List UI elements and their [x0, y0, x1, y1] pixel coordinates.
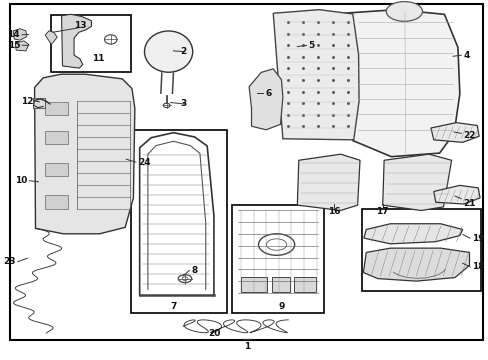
Bar	[45, 163, 68, 176]
Bar	[232, 205, 323, 313]
Text: 16: 16	[327, 207, 340, 216]
Polygon shape	[343, 10, 459, 157]
Text: 3: 3	[180, 99, 186, 108]
Text: 12: 12	[21, 96, 34, 105]
Text: 8: 8	[191, 266, 197, 275]
Text: 1: 1	[243, 342, 249, 351]
Ellipse shape	[386, 1, 422, 21]
Text: 22: 22	[463, 131, 475, 140]
Polygon shape	[13, 29, 27, 40]
Text: 11: 11	[92, 54, 104, 63]
Text: 4: 4	[463, 51, 469, 60]
Text: 23: 23	[3, 257, 15, 266]
Ellipse shape	[144, 31, 192, 72]
Bar	[271, 277, 289, 292]
Bar	[45, 102, 68, 116]
Bar	[51, 15, 131, 72]
Polygon shape	[363, 224, 462, 244]
Polygon shape	[430, 123, 478, 142]
Text: 10: 10	[16, 176, 28, 185]
Text: 18: 18	[471, 262, 484, 271]
Polygon shape	[382, 154, 451, 211]
Bar	[33, 98, 44, 108]
Text: 15: 15	[8, 41, 20, 50]
Polygon shape	[297, 154, 359, 211]
Text: 17: 17	[376, 207, 388, 216]
Polygon shape	[61, 14, 91, 68]
Polygon shape	[433, 185, 479, 204]
Text: 21: 21	[463, 199, 475, 208]
Bar	[45, 195, 68, 209]
Bar	[45, 131, 68, 144]
Bar	[131, 130, 227, 313]
Text: 6: 6	[264, 89, 271, 98]
Bar	[293, 277, 315, 292]
Text: 24: 24	[138, 158, 150, 167]
Bar	[241, 277, 267, 292]
Text: 2: 2	[180, 47, 186, 56]
Text: 14: 14	[7, 30, 20, 39]
Text: 9: 9	[278, 302, 284, 311]
Text: 7: 7	[170, 302, 176, 311]
Bar	[362, 209, 480, 291]
Text: 13: 13	[74, 21, 86, 30]
Text: 5: 5	[308, 41, 314, 50]
Polygon shape	[15, 41, 29, 51]
Polygon shape	[35, 74, 135, 234]
Polygon shape	[248, 69, 282, 130]
Polygon shape	[363, 248, 468, 281]
Text: 20: 20	[208, 329, 221, 338]
Polygon shape	[273, 10, 358, 140]
Polygon shape	[45, 31, 57, 44]
Text: 19: 19	[471, 234, 484, 243]
